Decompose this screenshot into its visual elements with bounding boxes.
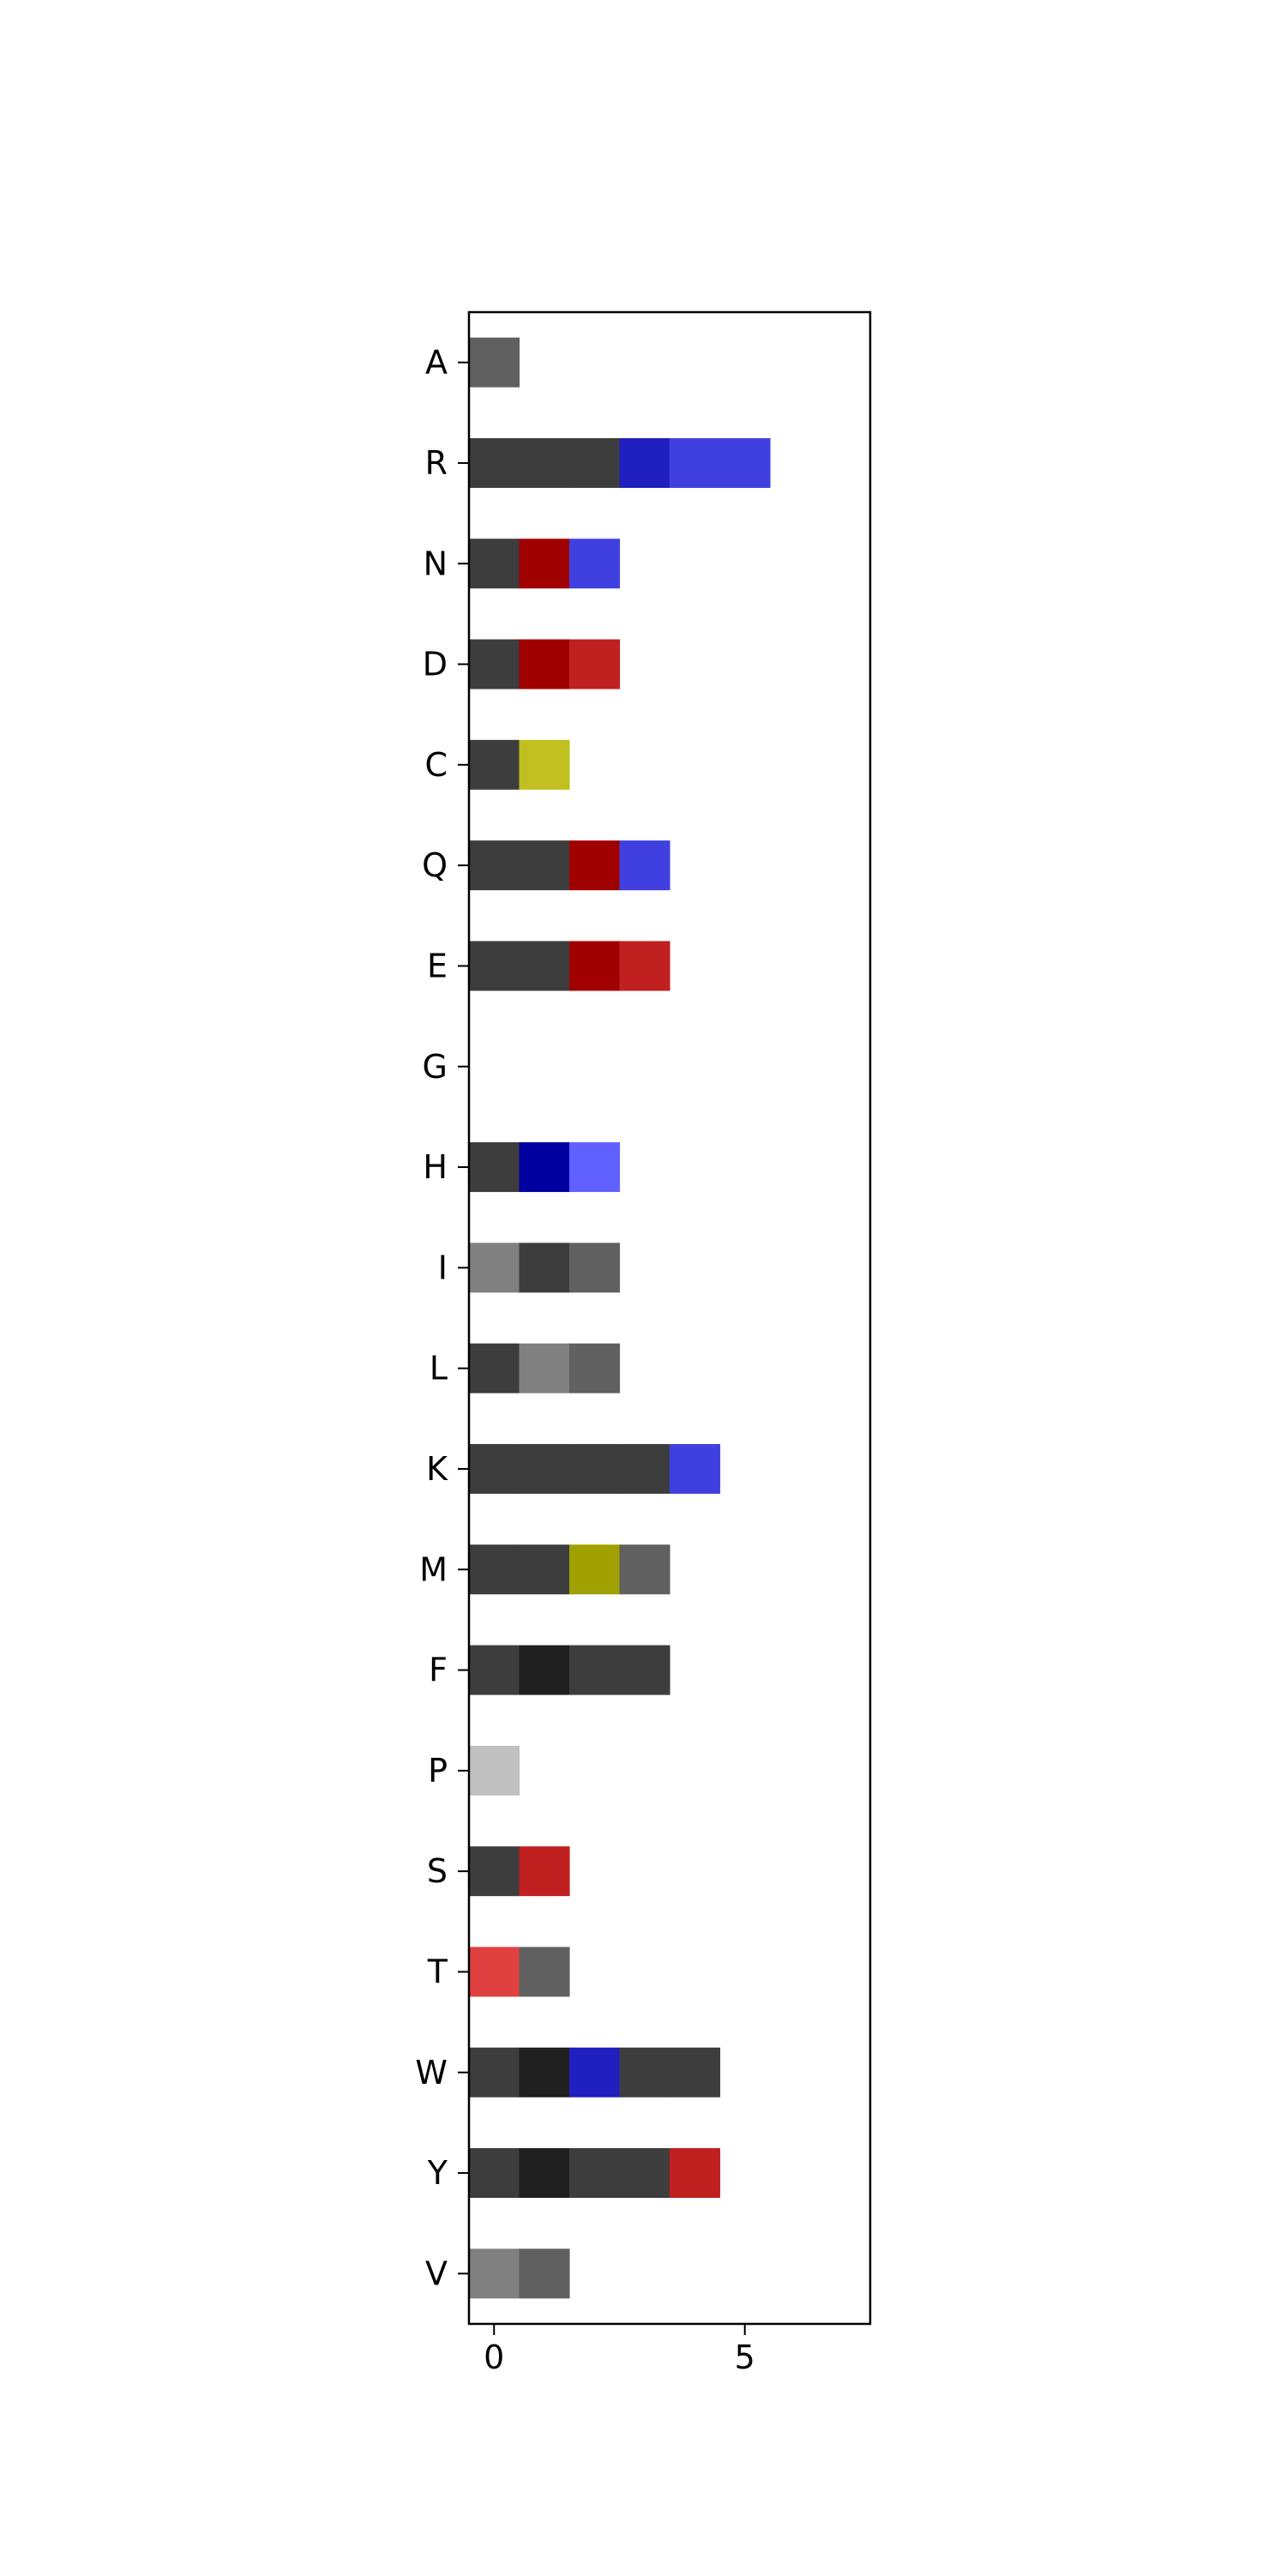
y-tick-label-y: Y [427,2154,448,2192]
cell-h-0 [469,1142,520,1193]
cell-m-2 [569,1544,621,1595]
y-tick-label-s: S [427,1852,448,1890]
cell-q-2 [569,840,621,891]
cell-m-3 [619,1544,670,1595]
cell-i-2 [569,1243,621,1293]
cell-y-2 [569,2148,621,2199]
cell-k-2 [569,1443,621,1494]
cell-p-0 [469,1745,520,1796]
plot-frame [467,310,872,2326]
y-tick-label-w: W [415,2054,448,2091]
x-tick-label-5: 5 [735,2338,755,2376]
cell-d-0 [469,639,520,689]
cell-r-1 [519,437,570,488]
y-tick-label-r: R [425,444,448,482]
cell-w-3 [619,2047,670,2098]
cell-n-1 [519,539,570,589]
cells-layer [469,337,771,2299]
cell-d-2 [569,639,621,689]
cell-y-1 [519,2148,570,2199]
y-tick-label-q: Q [422,846,448,884]
cell-s-0 [469,1846,520,1897]
y-tick-label-k: K [426,1450,448,1488]
cell-e-3 [619,941,670,991]
cell-d-1 [519,639,570,689]
cell-s-1 [519,1846,570,1897]
y-tick-label-a: A [425,344,448,382]
ticks-layer: A R N D C Q E G H I L K M F P S T W Y V 0 5 [415,344,754,2376]
x-tick-label-0: 0 [484,2338,504,2376]
cell-n-0 [469,539,520,589]
cell-e-0 [469,941,520,991]
y-tick-label-f: F [429,1652,448,1689]
cell-w-0 [469,2047,520,2098]
cell-m-0 [469,1544,520,1595]
y-tick-label-c: C [424,746,448,784]
y-tick-label-m: M [419,1550,448,1588]
cell-k-3 [619,1443,670,1494]
cell-l-1 [519,1343,570,1393]
cell-f-2 [569,1645,621,1695]
cell-y-4 [670,2148,721,2199]
cell-f-3 [619,1645,670,1695]
y-tick-label-p: P [428,1752,448,1790]
y-tick-label-g: G [423,1048,448,1086]
y-tick-label-h: H [423,1148,448,1186]
y-tick-label-d: D [423,646,448,683]
cell-q-0 [469,840,520,891]
cell-f-1 [519,1645,570,1695]
cell-n-2 [569,539,621,589]
cell-q-3 [619,840,670,891]
cell-k-1 [519,1443,570,1494]
cell-c-0 [469,739,520,790]
cell-l-0 [469,1343,520,1393]
cell-h-1 [519,1142,570,1193]
cell-w-2 [569,2047,621,2098]
cell-t-0 [469,1947,520,1997]
cell-r-4 [670,437,721,488]
cell-m-1 [519,1544,570,1595]
cell-l-2 [569,1343,621,1393]
cell-w-1 [519,2047,570,2098]
cell-e-1 [519,941,570,991]
y-tick-label-l: L [430,1350,448,1387]
cell-r-5 [719,437,771,488]
cell-t-1 [519,1947,570,1997]
y-tick-label-e: E [427,947,448,984]
cell-h-2 [569,1142,621,1193]
cell-c-1 [519,739,570,790]
cell-q-1 [519,840,570,891]
y-tick-label-v: V [425,2254,448,2292]
y-tick-label-t: T [427,1953,448,1990]
cell-k-0 [469,1443,520,1494]
cell-k-4 [670,1443,721,1494]
cell-v-0 [469,2248,520,2299]
cell-v-1 [519,2248,570,2299]
cell-i-0 [469,1243,520,1293]
cell-y-0 [469,2148,520,2199]
y-tick-label-n: N [424,545,448,582]
cell-r-3 [619,437,670,488]
cell-f-0 [469,1645,520,1695]
cell-e-2 [569,941,621,991]
y-tick-label-i: I [438,1249,448,1286]
cell-r-2 [569,437,621,488]
cell-i-1 [519,1243,570,1293]
cell-a-0 [469,337,520,388]
cell-y-3 [619,2148,670,2199]
cell-w-4 [670,2047,721,2098]
cell-r-0 [469,437,520,488]
